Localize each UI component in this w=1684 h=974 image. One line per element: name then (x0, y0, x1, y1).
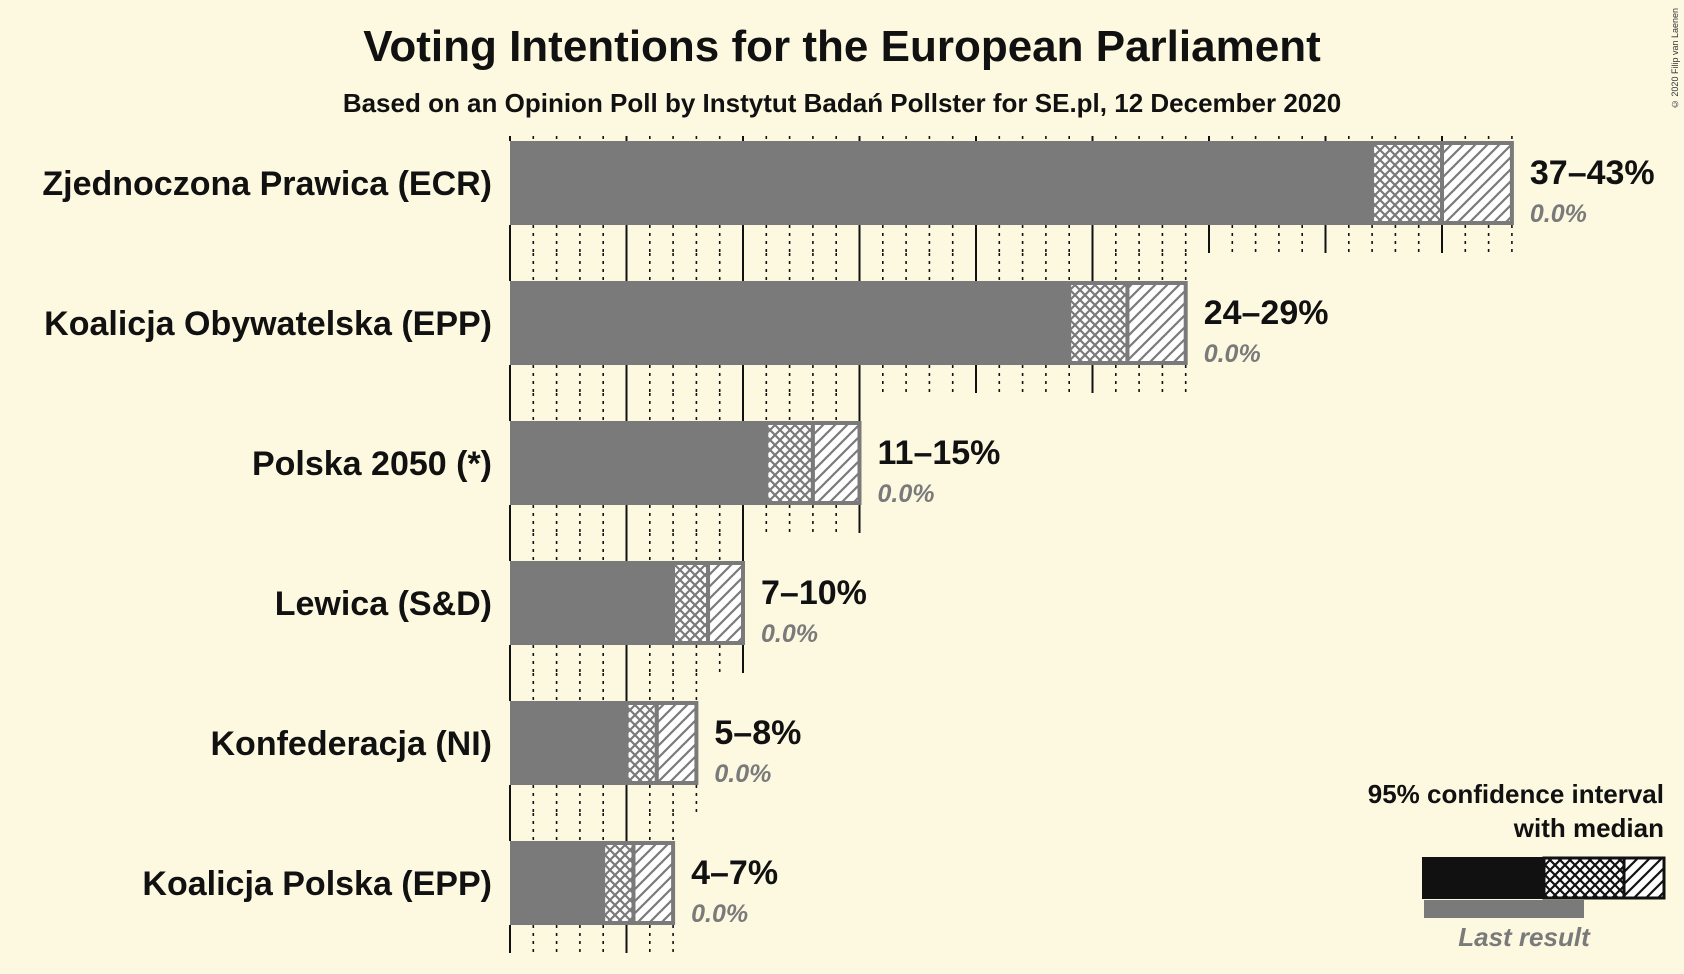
bar-ci-upper (810, 421, 862, 505)
last-result-label: 0.0% (714, 760, 771, 788)
party-label: Konfederacja (NI) (211, 725, 493, 763)
bar-ci-upper (631, 841, 676, 925)
range-label: 5–8% (714, 714, 801, 752)
last-result-label: 0.0% (878, 480, 935, 508)
last-result-label: 0.0% (1530, 200, 1587, 228)
bar-ci-lower (671, 561, 711, 645)
bar-ci-lower (1370, 141, 1444, 225)
party-row: Zjednoczona Prawica (ECR) 37–43% 0.0% (42, 136, 1655, 253)
range-label: 11–15% (878, 434, 1001, 472)
party-label: Lewica (S&D) (275, 585, 492, 623)
party-label: Zjednoczona Prawica (ECR) (42, 165, 492, 203)
range-label: 24–29% (1204, 294, 1329, 332)
party-row: Polska 2050 (*) 11–15% 0.0% (252, 393, 1000, 533)
legend-crosshatch-swatch (1542, 856, 1626, 900)
chart-title: Voting Intentions for the European Parli… (363, 22, 1321, 71)
party-label: Koalicja Obywatelska (EPP) (44, 305, 492, 343)
party-row: Konfederacja (NI) 5–8% 0.0% (211, 673, 801, 813)
range-label: 37–43% (1530, 154, 1655, 192)
bar-ci-upper (1125, 281, 1188, 365)
bar-ci-upper (1440, 141, 1514, 225)
plot-area: Zjednoczona Prawica (ECR) 37–43%0.0%Koali… (42, 136, 1655, 953)
legend-last-result-label: Last result (1458, 922, 1591, 952)
bar-ci-upper (706, 561, 745, 645)
bar-solid (510, 561, 674, 645)
legend: 95% confidence interval with median Last r… (1368, 779, 1666, 952)
legend-title-line2: with median (1513, 813, 1664, 843)
party-row: Lewica (S&D) 7–10% 0.0% (275, 533, 867, 673)
party-label: Polska 2050 (*) (252, 445, 492, 483)
bar-ci-lower (601, 841, 636, 925)
bar-solid (510, 421, 767, 505)
bar-solid (510, 141, 1373, 225)
party-row: Koalicja Polska (EPP) 4–7% 0.0% (142, 813, 778, 953)
range-label: 7–10% (761, 574, 867, 612)
party-label: Koalicja Polska (EPP) (142, 865, 492, 903)
bar-solid (510, 841, 604, 925)
chart-subtitle: Based on an Opinion Poll by Instytut Bad… (342, 88, 1342, 118)
bar-solid (510, 701, 627, 785)
last-result-label: 0.0% (761, 620, 818, 648)
bar-ci-lower (1067, 281, 1130, 365)
last-result-label: 0.0% (691, 900, 748, 928)
legend-last-result-swatch (1424, 900, 1584, 918)
legend-title-line1: 95% confidence interval (1368, 779, 1664, 809)
range-label: 4–7% (691, 854, 778, 892)
bar-ci-lower (764, 421, 815, 505)
party-row: Koalicja Obywatelska (EPP) 24–29% 0.0% (44, 253, 1328, 393)
bar-ci-upper (654, 701, 699, 785)
legend-diagonal-swatch (1622, 856, 1666, 900)
last-result-label: 0.0% (1204, 340, 1261, 368)
bar-solid (510, 281, 1070, 365)
legend-solid-swatch (1422, 857, 1544, 899)
bar-ci-lower (624, 701, 659, 785)
